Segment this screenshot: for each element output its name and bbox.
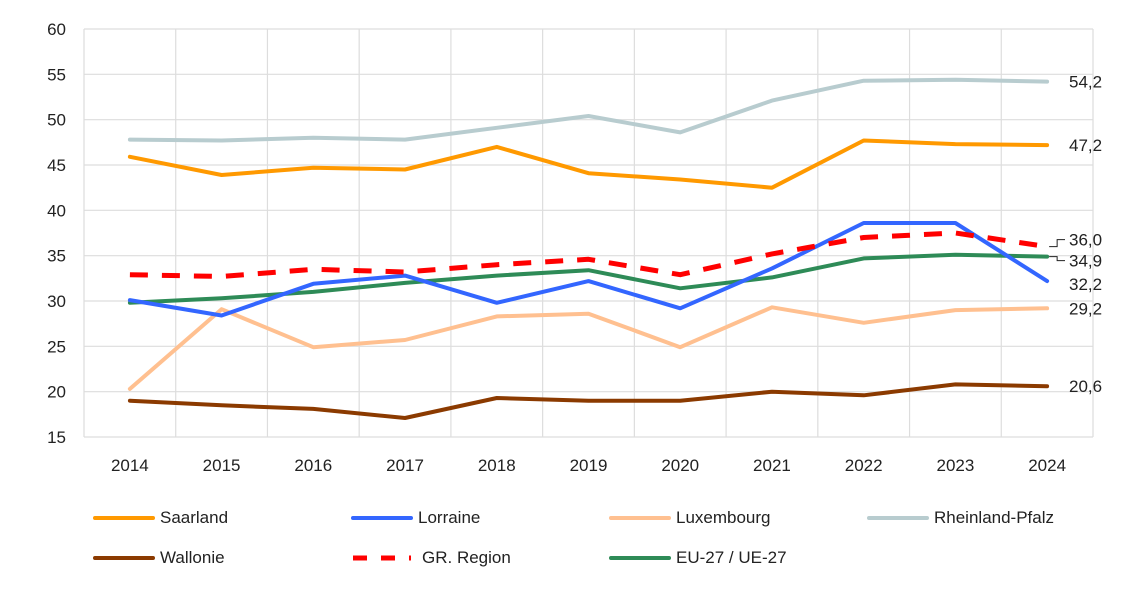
x-axis-ticks: 2014 2015 2016 2017 2018 2019 2020 2021 2022 2023… [111, 456, 1066, 475]
series-line-gr-region [129, 230, 1048, 279]
legend-swatch [351, 516, 413, 520]
legend-item[interactable]: Saarland [92, 507, 228, 529]
legend-swatch [609, 516, 671, 520]
series-line-luxembourg [127, 305, 1050, 391]
x-tick-label: 2024 [1028, 456, 1066, 475]
legend-label: Rheinland-Pfalz [934, 508, 1055, 527]
end-value-label: 29,2 [1069, 299, 1102, 318]
y-tick-label: 55 [47, 65, 66, 84]
y-tick-label: 50 [47, 111, 66, 130]
x-tick-label: 2014 [111, 456, 149, 475]
legend-label: GR. Region [422, 548, 511, 567]
legend-swatch [609, 556, 671, 560]
series-line-wallonie [127, 382, 1050, 420]
label-leader-lines [1049, 239, 1065, 262]
x-tick-label: 2021 [753, 456, 791, 475]
legend-label: Luxembourg [676, 508, 771, 527]
end-value-label: 54,2 [1069, 73, 1102, 92]
legend-label: Saarland [160, 508, 229, 527]
gridlines [83, 28, 1094, 438]
legend-label: Wallonie [160, 548, 225, 567]
y-tick-label: 35 [47, 247, 66, 266]
x-tick-label: 2015 [203, 456, 241, 475]
legend-label: Lorraine [418, 508, 481, 527]
y-tick-label: 40 [47, 201, 66, 220]
y-tick-label: 45 [47, 156, 66, 175]
end-value-label: 36,0 [1069, 231, 1102, 250]
legend-item[interactable]: GR. Region [350, 547, 511, 569]
legend-label: EU-27 / UE-27 [676, 548, 787, 567]
y-axis-ticks: 15 20 25 30 35 40 45 50 55 60 [47, 20, 66, 447]
series-line-saarland [127, 138, 1050, 190]
y-tick-label: 15 [47, 428, 66, 447]
leader-line [1049, 239, 1065, 248]
end-value-label: 34,9 [1069, 252, 1102, 271]
y-tick-label: 30 [47, 292, 66, 311]
legend-item[interactable]: Rheinland-Pfalz [866, 507, 1054, 529]
legend-item[interactable]: EU-27 / UE-27 [608, 547, 787, 569]
leader-line [1049, 256, 1065, 262]
end-value-label: 20,6 [1069, 377, 1102, 396]
y-tick-label: 25 [47, 337, 66, 356]
x-tick-label: 2022 [845, 456, 883, 475]
series-line-rheinland-pfalz [127, 77, 1050, 143]
series-line-lorraine [127, 221, 1050, 318]
series-lines [127, 77, 1050, 420]
y-tick-label: 60 [47, 20, 66, 39]
x-tick-label: 2020 [661, 456, 699, 475]
x-tick-label: 2018 [478, 456, 516, 475]
legend-item[interactable]: Lorraine [350, 507, 480, 529]
legend-swatch [867, 516, 929, 520]
legend-swatch [93, 516, 155, 520]
x-tick-label: 2023 [936, 456, 974, 475]
legend-swatch [353, 555, 411, 561]
end-value-label: 32,2 [1069, 275, 1102, 294]
legend-swatch [93, 556, 155, 560]
end-value-label: 47,2 [1069, 136, 1102, 155]
y-tick-label: 20 [47, 383, 66, 402]
x-tick-label: 2019 [570, 456, 608, 475]
legend-item[interactable]: Wallonie [92, 547, 225, 569]
end-value-labels: 47,2 32,2 29,2 54,2 20,6 36,0 34,9 [1069, 73, 1102, 397]
x-tick-label: 2017 [386, 456, 424, 475]
x-tick-label: 2016 [294, 456, 332, 475]
legend-item[interactable]: Luxembourg [608, 507, 771, 529]
